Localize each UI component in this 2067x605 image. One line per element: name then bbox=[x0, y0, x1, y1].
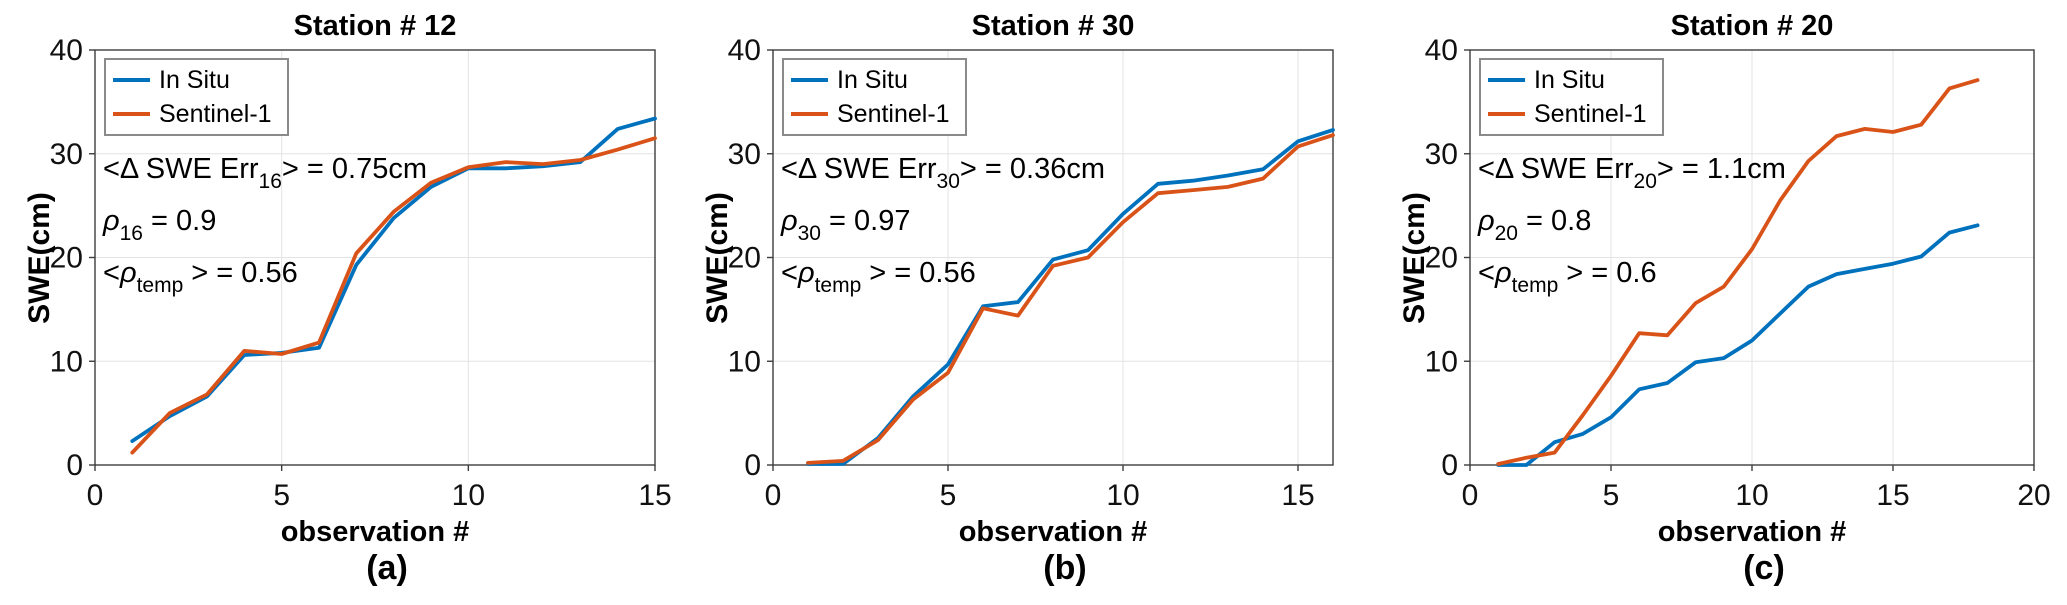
chart-title: Station # 12 bbox=[293, 10, 457, 42]
x-tick-label: 20 bbox=[2017, 479, 2050, 512]
annotation-line: <Δ SWE Err30> = 0.36cm bbox=[781, 153, 1105, 193]
legend-item-in-situ[interactable]: In Situ bbox=[1481, 63, 1662, 97]
legend[interactable]: In Situ Sentinel-1 bbox=[1479, 58, 1664, 136]
x-tick-label: 5 bbox=[273, 479, 290, 512]
annotation-line: <Δ SWE Err16> = 0.75cm bbox=[103, 153, 427, 193]
x-tick-label: 15 bbox=[1281, 479, 1314, 512]
x-axis-label: observation # bbox=[280, 516, 470, 548]
x-tick-label: 15 bbox=[1876, 479, 1909, 512]
legend[interactable]: In Situ Sentinel-1 bbox=[104, 58, 289, 136]
panel-caption: (b) bbox=[1043, 549, 1087, 587]
y-axis-label: SWE(cm) bbox=[1398, 192, 1431, 324]
in-situ-line-swatch bbox=[113, 78, 150, 82]
y-tick-label: 20 bbox=[50, 242, 83, 275]
y-tick-label: 40 bbox=[728, 34, 761, 67]
sentinel-1-line-swatch bbox=[113, 112, 150, 116]
y-tick-label: 20 bbox=[1425, 242, 1458, 275]
legend-label: In Situ bbox=[1534, 65, 1605, 94]
legend-label: In Situ bbox=[159, 65, 230, 94]
y-tick-label: 10 bbox=[1425, 345, 1458, 378]
in-situ-line-swatch bbox=[1488, 78, 1525, 82]
panel-c: Station # 20 0 5 10 15 20 0 10 20 30 40 In Situ S… bbox=[1380, 0, 2067, 605]
in-situ-line-swatch bbox=[791, 78, 828, 82]
line-chart-station-30: 0 5 10 15 0 10 20 30 40 bbox=[728, 34, 1335, 512]
x-tick-label: 10 bbox=[1735, 479, 1768, 512]
series-line-sentinel-1 bbox=[806, 133, 1335, 465]
annotation-line: ρ20 = 0.8 bbox=[1478, 205, 1592, 245]
annotation-line: ρ30 = 0.97 bbox=[781, 205, 911, 245]
annotation-line: <Δ SWE Err20> = 1.1cm bbox=[1478, 153, 1786, 193]
x-tick-label: 5 bbox=[1603, 479, 1620, 512]
panel-caption: (c) bbox=[1743, 549, 1785, 587]
y-tick-label: 0 bbox=[1441, 449, 1458, 482]
legend-label: Sentinel-1 bbox=[1534, 99, 1647, 128]
chart-title: Station # 20 bbox=[1670, 10, 1834, 42]
x-axis-label: observation # bbox=[1657, 516, 1847, 548]
sentinel-1-line-swatch bbox=[1488, 112, 1525, 116]
y-tick-label: 30 bbox=[50, 138, 83, 171]
line-chart-station-12: 0 5 10 15 0 10 20 30 40 bbox=[50, 34, 672, 512]
legend-item-sentinel-1[interactable]: Sentinel-1 bbox=[1481, 97, 1662, 131]
legend-label: Sentinel-1 bbox=[837, 99, 950, 128]
y-tick-label: 30 bbox=[728, 138, 761, 171]
x-axis-label: observation # bbox=[958, 516, 1148, 548]
annotation-line: <ρtemp > = 0.6 bbox=[1478, 257, 1657, 297]
x-tick-label: 10 bbox=[452, 479, 485, 512]
series-line-sentinel-1 bbox=[1496, 78, 1980, 466]
annotation-line: <ρtemp > = 0.56 bbox=[103, 257, 298, 297]
legend-item-sentinel-1[interactable]: Sentinel-1 bbox=[784, 97, 965, 131]
panel-a: Station # 12 0 5 10 15 0 10 20 30 40 In Situ Sen… bbox=[0, 0, 690, 605]
x-tick-label: 0 bbox=[765, 479, 782, 512]
series-line-in-situ bbox=[1496, 223, 1980, 467]
y-tick-label: 10 bbox=[50, 345, 83, 378]
panel-caption: (a) bbox=[366, 549, 408, 587]
chart-title: Station # 30 bbox=[971, 10, 1135, 42]
x-tick-label: 15 bbox=[638, 479, 671, 512]
legend[interactable]: In Situ Sentinel-1 bbox=[782, 58, 967, 136]
y-tick-label: 0 bbox=[744, 449, 761, 482]
y-tick-label: 20 bbox=[728, 242, 761, 275]
y-axis-label: SWE(cm) bbox=[701, 192, 734, 324]
line-chart-station-20: 0 5 10 15 20 0 10 20 30 40 bbox=[1425, 34, 2051, 512]
y-tick-label: 40 bbox=[1425, 34, 1458, 67]
x-tick-label: 10 bbox=[1106, 479, 1139, 512]
x-tick-label: 5 bbox=[940, 479, 957, 512]
legend-item-sentinel-1[interactable]: Sentinel-1 bbox=[106, 97, 287, 131]
series-line-sentinel-1 bbox=[130, 136, 657, 455]
legend-label: In Situ bbox=[837, 65, 908, 94]
x-tick-label: 0 bbox=[1462, 479, 1479, 512]
y-tick-label: 0 bbox=[66, 449, 83, 482]
legend-item-in-situ[interactable]: In Situ bbox=[784, 63, 965, 97]
annotation-line: <ρtemp > = 0.56 bbox=[781, 257, 976, 297]
sentinel-1-line-swatch bbox=[791, 112, 828, 116]
y-tick-label: 30 bbox=[1425, 138, 1458, 171]
x-tick-label: 0 bbox=[87, 479, 104, 512]
legend-label: Sentinel-1 bbox=[159, 99, 272, 128]
annotation-line: ρ16 = 0.9 bbox=[103, 205, 217, 245]
y-tick-label: 10 bbox=[728, 345, 761, 378]
y-axis-label: SWE(cm) bbox=[23, 192, 56, 324]
panel-b: Station # 30 0 5 10 15 0 10 20 30 40 In Situ Sen… bbox=[690, 0, 1380, 605]
y-tick-label: 40 bbox=[50, 34, 83, 67]
legend-item-in-situ[interactable]: In Situ bbox=[106, 63, 287, 97]
